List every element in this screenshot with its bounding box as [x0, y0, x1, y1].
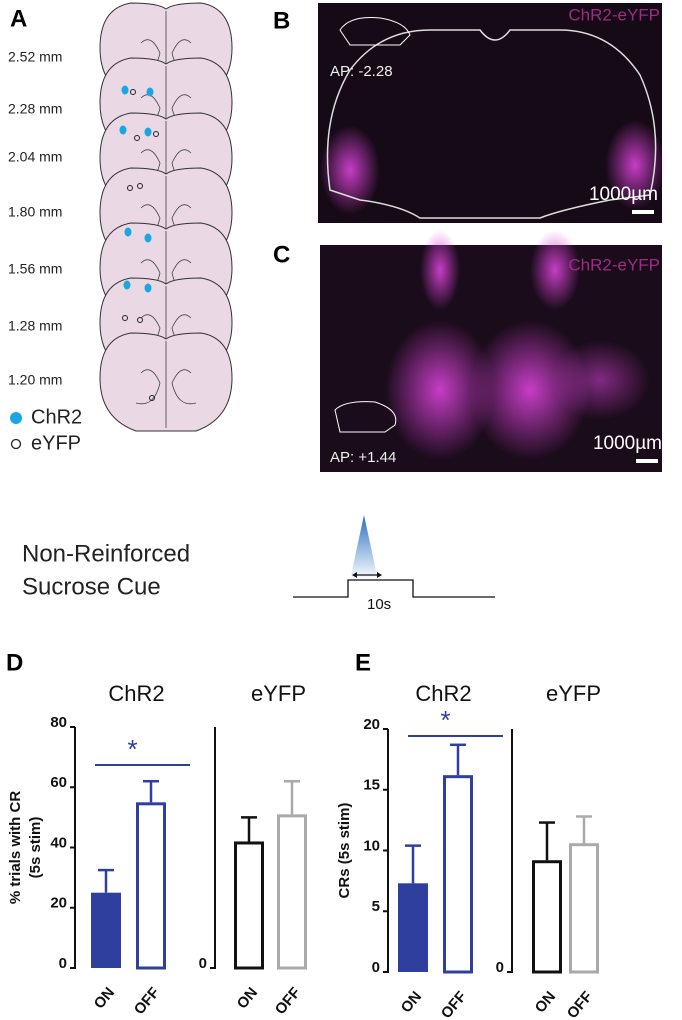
eyfp-site — [149, 395, 155, 401]
chart-title: ChR2 — [415, 681, 471, 706]
y-tick-label: 60 — [50, 774, 67, 791]
protocol-title: Sucrose Cue — [22, 573, 161, 600]
ap-label: AP: -2.28 — [330, 63, 393, 80]
chr2-site — [119, 125, 127, 135]
x-tick-label: OFF — [272, 984, 304, 1018]
chr2-site — [144, 233, 152, 243]
legend-label: eYFP — [31, 432, 81, 454]
chr2-site — [123, 280, 131, 290]
panel-label: B — [273, 7, 290, 34]
image-label: ChR2-eYFP — [568, 255, 660, 274]
panel-label: A — [10, 5, 27, 32]
chart-title: eYFP — [251, 681, 306, 706]
eyfp-site — [137, 183, 143, 189]
image-label: ChR2-eYFP — [568, 5, 660, 24]
eyfp-site — [127, 185, 133, 191]
chr2-site — [146, 87, 154, 97]
x-tick-label: ON — [398, 988, 425, 1016]
x-tick-label: ON — [91, 984, 118, 1012]
x-tick-label: ON — [532, 988, 559, 1016]
panel-label: C — [273, 241, 290, 268]
y-tick-label: 20 — [363, 716, 380, 733]
y-axis-label: (5s stim) — [27, 817, 44, 879]
level-label: 2.28 mm — [8, 101, 62, 117]
x-tick-label: OFF — [564, 988, 596, 1020]
bar — [532, 860, 562, 974]
brain-detail — [135, 341, 197, 428]
y-axis-label: % trials with CR — [7, 791, 24, 905]
protocol-diagram — [293, 515, 495, 598]
level-label: 1.56 mm — [8, 261, 62, 277]
level-label: 2.52 mm — [8, 49, 62, 65]
eyfp-site — [153, 131, 159, 137]
y-tick-label: 10 — [363, 837, 380, 854]
y-tick-label: 0 — [199, 955, 207, 972]
bar — [136, 802, 166, 970]
scale-label: 1000µm — [589, 184, 658, 205]
legend-label: ChR2 — [31, 406, 82, 428]
image-c — [320, 230, 662, 472]
eyfp-site — [137, 317, 143, 323]
level-label: 1.80 mm — [8, 204, 62, 220]
duration-label: 10s — [367, 596, 391, 613]
chart-title: eYFP — [546, 681, 601, 706]
bar — [277, 814, 307, 970]
y-tick-label: 20 — [50, 895, 67, 912]
chr2-site — [124, 227, 132, 237]
significance-mark: * — [127, 734, 137, 764]
chr2-site — [121, 85, 129, 95]
protocol-title: Non-Reinforced — [22, 540, 190, 567]
significance-mark: * — [440, 705, 450, 735]
eyfp-site — [134, 135, 140, 141]
panel-label: E — [355, 649, 371, 676]
bar — [398, 883, 428, 972]
y-tick-label: 0 — [372, 959, 380, 976]
legend-marker — [10, 438, 22, 450]
level-label: 1.20 mm — [8, 372, 62, 388]
y-tick-label: 80 — [50, 714, 67, 731]
eyfp-site — [122, 315, 128, 321]
bar — [91, 892, 121, 968]
atlas — [99, 2, 233, 432]
chart-title: ChR2 — [108, 681, 164, 706]
y-tick-label: 15 — [363, 777, 380, 794]
chr2-site — [144, 127, 152, 137]
bar — [443, 775, 473, 974]
y-axis-label: CRs (5s stim) — [336, 803, 353, 899]
x-tick-label: ON — [234, 984, 261, 1012]
y-tick-label: 0 — [496, 959, 504, 976]
chr2-site — [144, 283, 152, 293]
panel-label: D — [6, 649, 23, 676]
bar — [234, 841, 264, 970]
bar — [569, 843, 599, 974]
image-b — [318, 3, 665, 223]
y-tick-label: 5 — [372, 898, 380, 915]
legend-marker — [10, 412, 22, 424]
ap-label: AP: +1.44 — [330, 449, 396, 466]
eyfp-site — [130, 89, 136, 95]
scale-label: 1000µm — [593, 433, 662, 454]
y-tick-label: 40 — [50, 834, 67, 851]
level-label: 2.04 mm — [8, 149, 62, 165]
y-tick-label: 0 — [59, 955, 67, 972]
x-tick-label: OFF — [131, 984, 163, 1018]
x-tick-label: OFF — [438, 988, 470, 1020]
level-label: 1.28 mm — [8, 318, 62, 334]
